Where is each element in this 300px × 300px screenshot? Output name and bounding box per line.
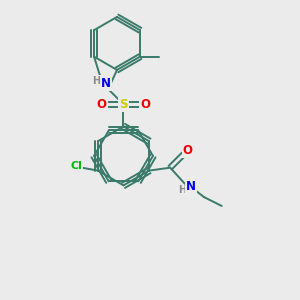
Text: H: H [178,185,187,195]
Text: O: O [140,98,150,111]
Text: Cl: Cl [70,161,83,171]
Text: S: S [119,98,128,111]
Text: O: O [97,98,107,111]
Text: N: N [186,180,196,193]
Text: H: H [92,76,101,86]
Text: O: O [183,144,193,158]
Text: N: N [101,77,111,90]
